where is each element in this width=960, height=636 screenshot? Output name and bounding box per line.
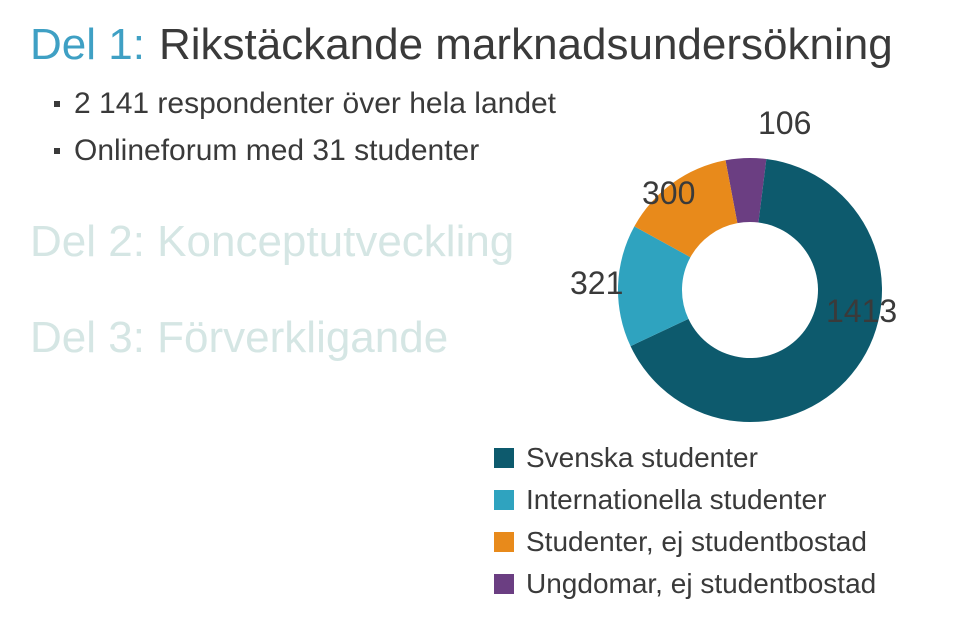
legend-label: Studenter, ej studentbostad [526, 526, 867, 558]
page: Del 1: Rikstäckande marknadsundersökning… [0, 0, 960, 636]
heading-row: Del 1: Rikstäckande marknadsundersökning [30, 20, 930, 70]
legend-label: Ungdomar, ej studentbostad [526, 568, 876, 600]
heading-del1-prefix: Del 1: [30, 20, 145, 70]
bullet-dot-icon [54, 101, 60, 107]
legend-swatch-icon [494, 532, 514, 552]
legend-swatch-icon [494, 490, 514, 510]
bullet-text: Onlineforum med 31 studenter [74, 131, 479, 172]
legend-item: Svenska studenter [494, 442, 914, 474]
legend-swatch-icon [494, 448, 514, 468]
legend: Svenska studenter Internationella studen… [494, 442, 914, 610]
legend-swatch-icon [494, 574, 514, 594]
legend-label: Internationella studenter [526, 484, 826, 516]
legend-item: Internationella studenter [494, 484, 914, 516]
donut-label-106: 106 [758, 105, 811, 142]
legend-label: Svenska studenter [526, 442, 758, 474]
donut-chart: 106 300 321 1413 [530, 105, 910, 445]
legend-item: Studenter, ej studentbostad [494, 526, 914, 558]
legend-item: Ungdomar, ej studentbostad [494, 568, 914, 600]
donut-label-1413: 1413 [826, 293, 897, 330]
bullet-text: 2 141 respondenter över hela landet [74, 84, 556, 125]
donut-label-300: 300 [642, 175, 695, 212]
heading-del1-main: Rikstäckande marknadsundersökning [159, 20, 893, 70]
donut-label-321: 321 [570, 265, 623, 302]
bullet-dot-icon [54, 148, 60, 154]
